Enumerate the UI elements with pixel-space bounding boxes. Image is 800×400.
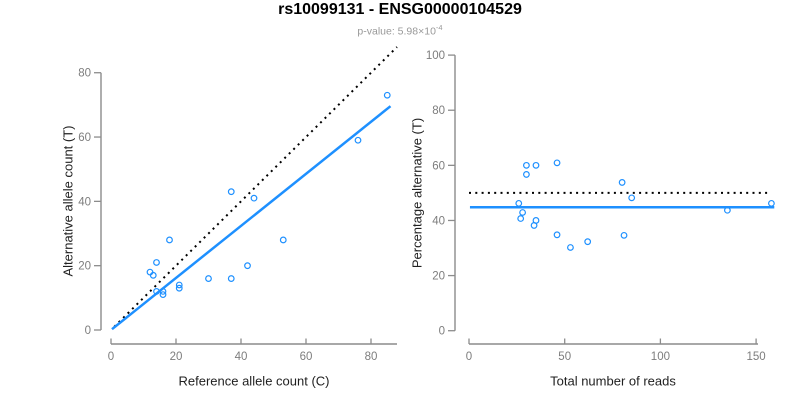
left-data-point bbox=[153, 259, 160, 266]
left-data-point bbox=[279, 236, 287, 244]
right-data-point bbox=[517, 215, 525, 222]
plot-title: rs10099131 - ENSG00000104529 bbox=[278, 1, 522, 18]
plot-subtitle: p-value: 5.98×10-4 bbox=[0, 23, 800, 38]
left-data-point bbox=[354, 136, 362, 144]
right-data-point bbox=[723, 206, 731, 214]
right-data-point bbox=[532, 161, 540, 169]
left-data-point bbox=[383, 91, 391, 99]
right-data-point bbox=[628, 194, 636, 202]
right-y-tick-label: 100 bbox=[426, 50, 445, 62]
right-y-tick-label: 80 bbox=[432, 105, 445, 117]
left-x-tick-label: 80 bbox=[365, 351, 378, 363]
left-data-point bbox=[149, 271, 157, 279]
right-x-tick-label: 0 bbox=[466, 351, 472, 363]
left-x-tick-label: 0 bbox=[108, 351, 114, 363]
right-data-point bbox=[618, 179, 626, 186]
left-x-tick-label: 60 bbox=[300, 351, 313, 363]
pvalue-text: p-value: 5.98×10 bbox=[357, 25, 436, 38]
left-data-point bbox=[146, 268, 154, 276]
left-y-tick-label: 80 bbox=[78, 68, 91, 80]
right-data-point bbox=[553, 231, 561, 239]
identity-line bbox=[113, 46, 398, 328]
right-x-tick-label: 150 bbox=[747, 351, 766, 363]
right-y-tick-label: 20 bbox=[432, 271, 445, 283]
right-x-tick-label: 50 bbox=[558, 351, 571, 363]
left-y-tick-label: 0 bbox=[85, 325, 91, 337]
right-x-axis-title: Total number of reads bbox=[550, 373, 676, 389]
right-data-point bbox=[553, 159, 561, 167]
right-data-point bbox=[567, 244, 574, 251]
right-x-tick-label: 100 bbox=[651, 351, 670, 363]
right-data-point bbox=[530, 222, 538, 229]
right-y-tick-label: 40 bbox=[432, 215, 445, 227]
left-y-tick-label: 60 bbox=[78, 132, 91, 144]
left-x-axis-title: Reference allele count (C) bbox=[178, 373, 330, 389]
left-data-point bbox=[153, 288, 160, 295]
left-data-point bbox=[227, 275, 235, 282]
right-data-point bbox=[584, 238, 592, 246]
left-data-point bbox=[159, 288, 167, 295]
left-x-tick-label: 40 bbox=[235, 351, 248, 363]
right-y-axis-title: Percentage alternative (T) bbox=[409, 117, 425, 269]
right-data-point bbox=[523, 161, 530, 169]
left-data-point bbox=[244, 262, 251, 270]
left-data-point bbox=[175, 281, 183, 289]
right-y-tick-label: 0 bbox=[439, 326, 445, 338]
left-data-point bbox=[205, 275, 212, 282]
left-data-point bbox=[166, 236, 173, 244]
right-data-point bbox=[620, 231, 628, 239]
left-y-axis-title: Alternative allele count (T) bbox=[60, 125, 76, 277]
right-data-point bbox=[515, 199, 523, 207]
regression-line bbox=[111, 105, 392, 331]
right-data-point bbox=[768, 199, 775, 207]
left-data-point bbox=[227, 188, 235, 196]
pvalue-exponent: -4 bbox=[435, 23, 443, 32]
left-data-point bbox=[175, 284, 183, 292]
right-y-tick-label: 60 bbox=[432, 160, 445, 172]
left-y-tick-label: 20 bbox=[78, 261, 91, 273]
right-data-point bbox=[519, 209, 526, 216]
left-data-point bbox=[159, 291, 167, 299]
left-data-point bbox=[250, 194, 258, 202]
left-y-tick-label: 40 bbox=[78, 196, 91, 208]
right-data-point bbox=[523, 171, 530, 178]
left-x-tick-label: 20 bbox=[170, 351, 183, 363]
